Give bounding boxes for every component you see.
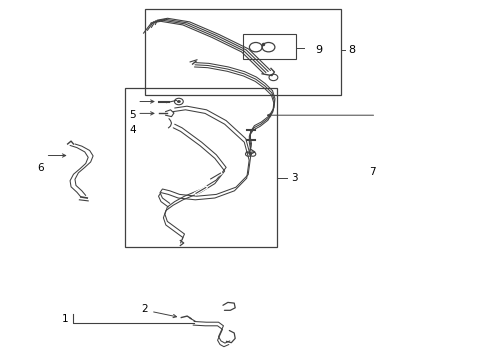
Text: 4: 4 — [129, 125, 136, 135]
Bar — [243, 34, 296, 59]
Bar — [125, 88, 277, 247]
Text: 6: 6 — [37, 163, 44, 173]
Text: 2: 2 — [141, 304, 148, 314]
Text: 3: 3 — [291, 173, 297, 183]
Text: 8: 8 — [348, 45, 355, 55]
Circle shape — [177, 100, 181, 103]
Text: 7: 7 — [369, 167, 376, 177]
Text: 9: 9 — [315, 45, 322, 55]
Bar — [145, 9, 341, 95]
Text: 1: 1 — [61, 314, 68, 324]
Text: 5: 5 — [129, 110, 136, 120]
